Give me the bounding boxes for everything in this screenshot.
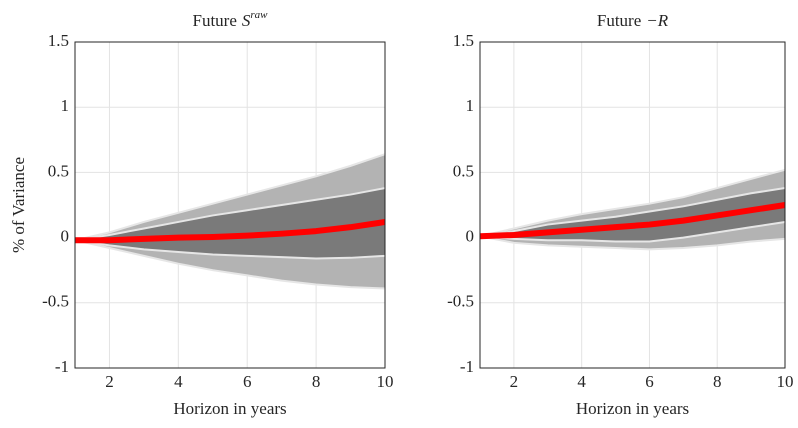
y-tick-label: 0 xyxy=(61,227,70,246)
y-tick-label: 0.5 xyxy=(453,161,474,180)
title-symbol: −R xyxy=(646,11,668,30)
axes-box xyxy=(479,41,786,369)
y-tick-label: 1 xyxy=(466,96,475,115)
y-tick-label: -1 xyxy=(460,357,474,376)
median-line xyxy=(75,218,386,244)
x-tick-label: 10 xyxy=(377,372,394,391)
y-tick-label: 1.5 xyxy=(453,31,474,50)
median-line xyxy=(479,202,786,240)
x-tick-label: 6 xyxy=(645,372,654,391)
band-edge xyxy=(479,220,786,243)
title-text: Future xyxy=(192,11,236,30)
band-edge xyxy=(74,187,386,242)
band-edge xyxy=(74,239,386,260)
y-tick-label: 1 xyxy=(61,96,70,115)
x-axis-label: Horizon in years xyxy=(173,399,286,418)
x-tick-label: 8 xyxy=(312,372,321,391)
chart-title: Future −R xyxy=(597,11,669,30)
band-edge xyxy=(74,153,386,242)
y-tick-label: 0 xyxy=(466,227,475,246)
title-text: Future xyxy=(597,11,641,30)
title-symbol: S xyxy=(242,11,251,30)
y-tick-label: -0.5 xyxy=(447,292,474,311)
y-tick-label: 1.5 xyxy=(48,31,69,50)
chart-title: Future Sraw xyxy=(192,9,268,30)
x-tick-label: 10 xyxy=(777,372,794,391)
y-tick-label: -0.5 xyxy=(42,292,69,311)
y-tick-label: -1 xyxy=(55,357,69,376)
x-tick-label: 2 xyxy=(510,372,519,391)
title-superscript: raw xyxy=(250,9,268,21)
band-edge xyxy=(479,168,786,238)
band-edge xyxy=(479,235,786,251)
x-axis-label: Horizon in years xyxy=(576,399,689,418)
band-edge xyxy=(479,187,786,238)
x-tick-label: 8 xyxy=(713,372,722,391)
x-tick-label: 2 xyxy=(105,372,114,391)
y-tick-label: 0.5 xyxy=(48,161,69,180)
x-tick-label: 4 xyxy=(577,372,586,391)
axes-box xyxy=(74,41,386,369)
band-edge xyxy=(74,239,386,290)
x-tick-label: 4 xyxy=(174,372,183,391)
x-tick-label: 6 xyxy=(243,372,252,391)
y-axis-label: % of Variance xyxy=(9,157,28,253)
